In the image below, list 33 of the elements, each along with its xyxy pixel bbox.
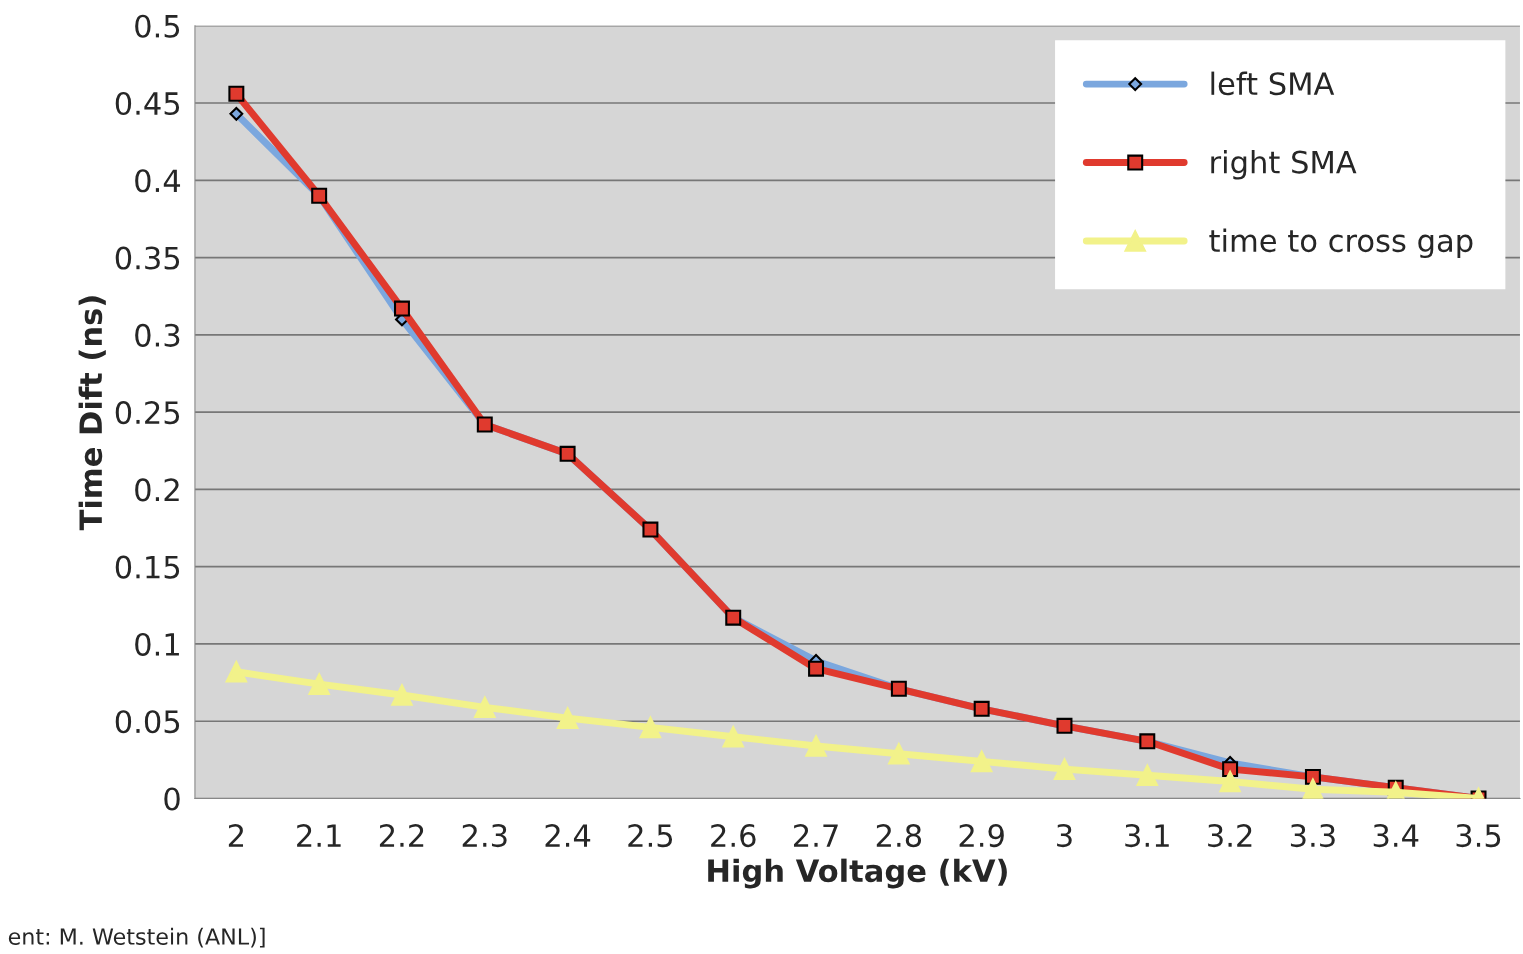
x-tick-label: 2 bbox=[228, 824, 244, 847]
y-tick-label: 0.2 bbox=[135, 478, 179, 502]
legend-label: right SMA bbox=[1211, 150, 1357, 180]
x-tick-label: 3.5 bbox=[1456, 824, 1501, 848]
y-tick-label: 0.1 bbox=[135, 632, 179, 656]
x-tick-label: 2.6 bbox=[711, 824, 756, 848]
y-tick-label: 0.25 bbox=[115, 401, 180, 425]
x-tick-label: 3 bbox=[1057, 824, 1072, 848]
x-tick-label: 2.4 bbox=[545, 824, 591, 847]
x-tick-label: 2.1 bbox=[297, 824, 341, 847]
legend-label: left SMA bbox=[1211, 71, 1335, 96]
x-tick-label: 3.4 bbox=[1373, 824, 1419, 848]
y-tick-label: 0.05 bbox=[115, 710, 180, 734]
x-tick-label: 3.2 bbox=[1208, 824, 1252, 848]
y-tick-label: 0.4 bbox=[135, 169, 181, 193]
x-tick-label: 2.3 bbox=[462, 824, 507, 848]
x-tick-label: 2.9 bbox=[959, 824, 1004, 848]
legend-label: time to cross gap bbox=[1209, 228, 1473, 259]
y-axis-title: Time Dift (ns) bbox=[78, 296, 106, 531]
x-tick-label: 2.5 bbox=[628, 824, 673, 848]
x-tick-label: 3.1 bbox=[1125, 824, 1169, 848]
x-tick-label: 3.3 bbox=[1290, 824, 1335, 848]
y-tick-label: 0 bbox=[164, 787, 180, 811]
text: ent: M. Wetstein (ANL)] bbox=[8, 927, 265, 948]
y-tick-label: 0.15 bbox=[115, 555, 180, 579]
x-tick-label: 2.2 bbox=[379, 824, 424, 847]
x-tick-label: 2.7 bbox=[793, 824, 838, 847]
y-tick-label: 0.3 bbox=[135, 323, 180, 347]
y-tick-label: 0.45 bbox=[115, 91, 180, 116]
x-axis-title: High Voltage (kV) bbox=[708, 858, 1007, 889]
x-tick-label: 2.8 bbox=[876, 824, 922, 848]
y-tick-label: 0.35 bbox=[115, 246, 180, 270]
y-tick-label: 0.5 bbox=[135, 14, 180, 38]
